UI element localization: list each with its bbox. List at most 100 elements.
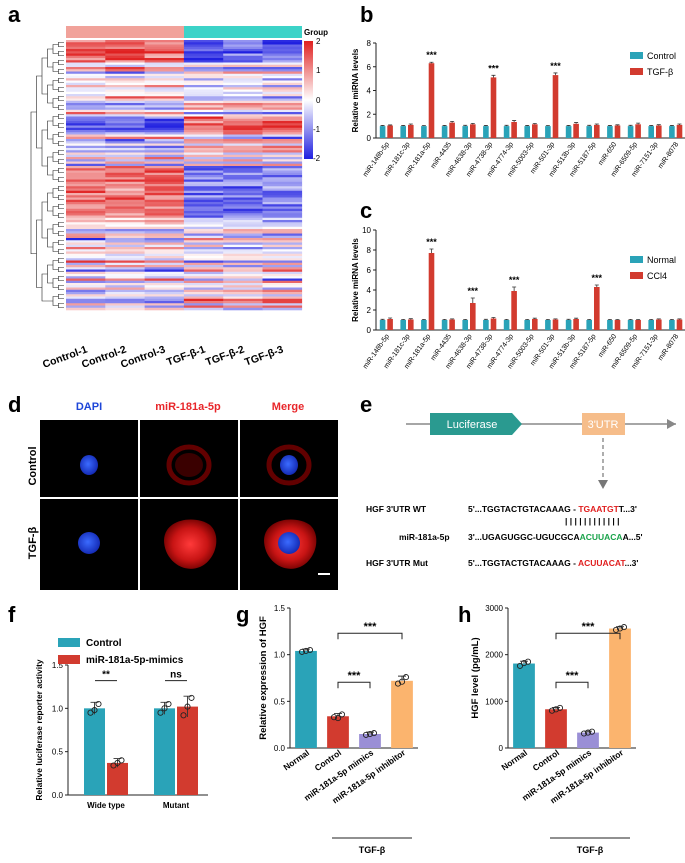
bar xyxy=(607,126,613,138)
bar xyxy=(490,318,497,330)
heatmap-cell xyxy=(183,60,224,63)
heatmap-cell xyxy=(144,42,185,45)
x-tick-label: miR-650 xyxy=(597,333,618,359)
y-tick-label: 2 xyxy=(367,110,372,119)
heatmap-cell xyxy=(66,175,106,178)
heatmap-cell xyxy=(183,256,224,259)
error-bar xyxy=(442,319,447,320)
heatmap-cell xyxy=(144,55,185,59)
significance-bracket xyxy=(337,632,403,640)
legend-swatch xyxy=(630,52,643,59)
heatmap-cell xyxy=(223,303,263,306)
panel-label-f: f xyxy=(8,602,16,627)
heatmap-cell xyxy=(66,69,106,72)
heatmap-cell xyxy=(66,202,106,205)
bar xyxy=(177,706,198,795)
heatmap-cell xyxy=(144,139,185,142)
heatmap-cell xyxy=(66,184,106,187)
heatmap-cell xyxy=(223,53,263,57)
bar xyxy=(669,126,675,138)
heatmap-cell xyxy=(105,175,145,178)
heatmap-cell xyxy=(105,105,145,108)
heatmap-cell xyxy=(183,134,224,138)
heatmap-cell xyxy=(262,51,303,54)
heatmap-cell xyxy=(262,114,303,117)
heatmap-cell xyxy=(105,94,145,97)
heatmap-cell xyxy=(183,262,224,266)
error-bar xyxy=(520,660,528,664)
bar xyxy=(594,124,600,138)
heatmap-cell xyxy=(66,213,106,216)
error-bar xyxy=(594,284,599,287)
error-bar xyxy=(574,122,579,124)
x-tick-label: Mutant xyxy=(163,801,190,810)
data-point xyxy=(165,700,172,708)
heatmap-cell xyxy=(105,134,145,138)
bar xyxy=(676,319,683,330)
heatmap-cell xyxy=(262,289,303,293)
heatmap-cell xyxy=(66,80,106,84)
group-bar-control xyxy=(66,26,184,38)
heatmap-cell xyxy=(183,139,224,142)
heatmap-cell xyxy=(223,123,263,126)
heatmap-cell xyxy=(66,197,106,201)
heatmap-cell xyxy=(66,64,106,68)
heatmap-cell xyxy=(105,188,145,192)
heatmap-cell xyxy=(262,96,303,99)
y-tick-label: 1.0 xyxy=(274,651,286,660)
heatmap-cell xyxy=(105,67,145,70)
heatmap-cell xyxy=(262,208,303,212)
heatmap-cell xyxy=(144,96,185,99)
data-point xyxy=(612,626,620,633)
heatmap-cell xyxy=(183,103,224,106)
heatmap-cell xyxy=(66,152,106,156)
heatmap-cell xyxy=(262,105,303,108)
heatmap-cell xyxy=(66,296,106,300)
heatmap-cell xyxy=(262,100,303,104)
heatmap-cell xyxy=(223,265,263,268)
heatmap-cell xyxy=(144,112,185,115)
heatmap-cell xyxy=(66,274,106,277)
heatmap-cell xyxy=(66,271,106,275)
heatmap-cell xyxy=(144,168,185,171)
heatmap-cell xyxy=(223,202,263,205)
heatmap-cell xyxy=(223,116,263,120)
heatmap-cell xyxy=(105,69,145,72)
y-axis-title: Relative expression of HGF xyxy=(258,616,269,740)
heatmap-cell xyxy=(144,78,185,81)
heatmap-cell xyxy=(183,73,224,77)
heatmap-cell xyxy=(144,262,185,266)
heatmap-cell xyxy=(105,184,145,187)
heatmap-cell xyxy=(66,51,106,54)
heatmap-cell xyxy=(105,229,145,232)
heatmap-cell xyxy=(223,100,263,104)
error-bar xyxy=(408,318,413,320)
heatmap-cell xyxy=(262,154,303,158)
heatmap-cell xyxy=(144,118,185,122)
heatmap-cell xyxy=(66,224,106,228)
heatmap-cell xyxy=(66,240,106,243)
heatmap-cell xyxy=(262,116,303,120)
heatmap-cell xyxy=(105,267,145,270)
heatmap-cell xyxy=(66,233,106,237)
data-point xyxy=(588,728,596,735)
heatmap-cell xyxy=(144,215,185,219)
heatmap-cell xyxy=(223,89,263,93)
heatmap-cell xyxy=(144,152,185,156)
heatmap-cell xyxy=(262,157,303,160)
y-tick-label: 8 xyxy=(367,246,372,255)
panel-label-c: c xyxy=(360,198,372,223)
heatmap-cell xyxy=(183,303,224,306)
heatmap-cell xyxy=(66,222,106,225)
heatmap-cell xyxy=(66,98,106,102)
heatmap-cell xyxy=(144,105,185,108)
heatmap-cell xyxy=(105,114,145,117)
heatmap-cell xyxy=(223,244,263,248)
heatmap-cell xyxy=(183,114,224,117)
heatmap-cell xyxy=(223,85,263,88)
data-point xyxy=(306,646,314,654)
heatmap-cell xyxy=(105,150,145,153)
heatmap-cell xyxy=(144,287,185,291)
utr-box xyxy=(582,413,625,435)
heatmap-cell xyxy=(144,166,185,169)
